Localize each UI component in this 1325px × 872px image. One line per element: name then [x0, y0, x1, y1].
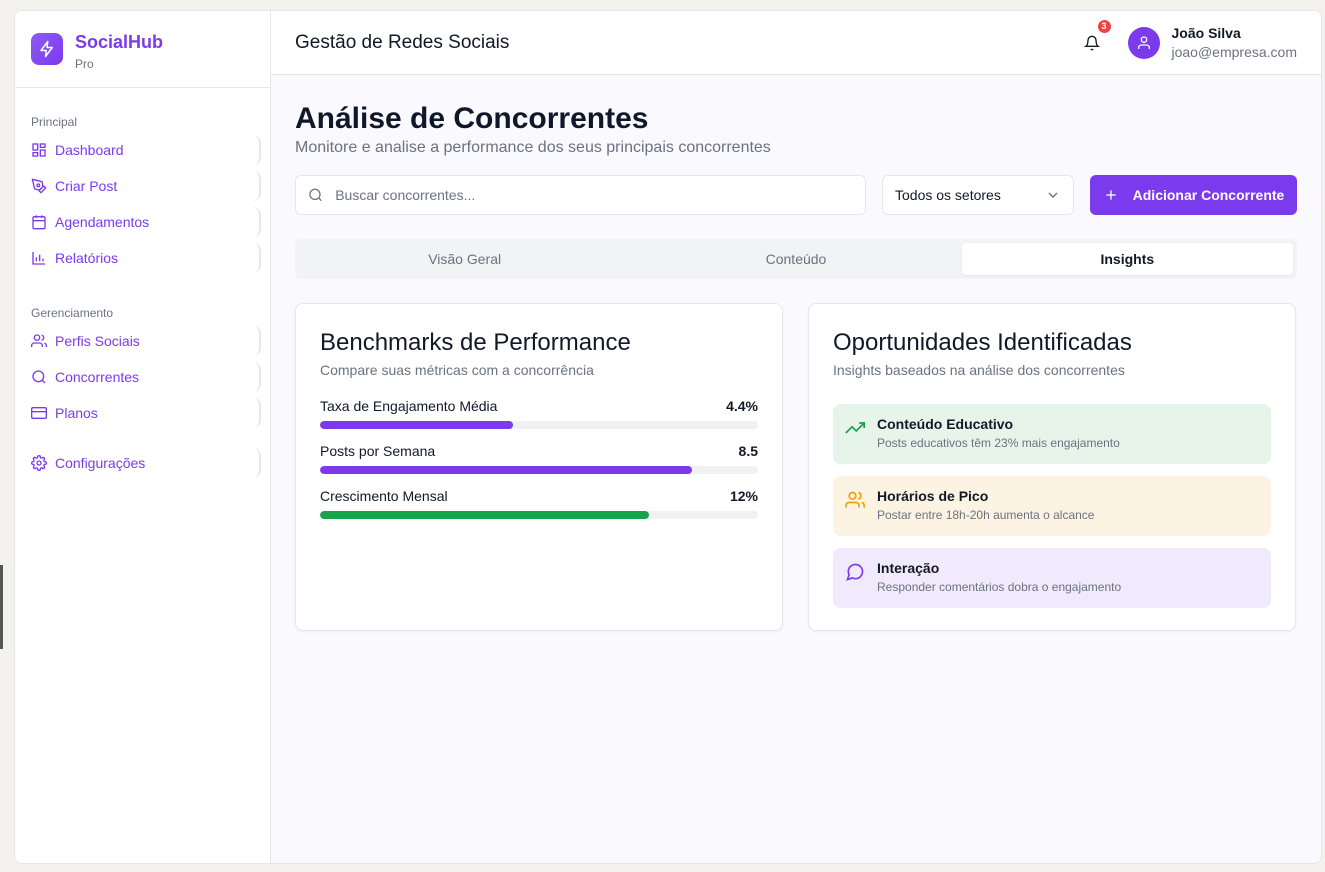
bar-chart-icon — [32, 252, 45, 265]
metric-label: Taxa de Engajamento Média — [320, 398, 498, 414]
window-edge — [0, 565, 3, 649]
nav-group-gerenciamento: Gerenciamento Perfis Sociais Concorrente… — [15, 279, 270, 484]
sidebar-item-dashboard[interactable]: Dashboard — [31, 135, 261, 165]
gear-icon — [31, 455, 47, 471]
sidebar-item-perfis-sociais[interactable]: Perfis Sociais — [31, 326, 261, 356]
insights-cards: Benchmarks de Performance Compare suas m… — [295, 303, 1297, 631]
metric-value: 12% — [729, 488, 758, 504]
metric-label: Posts por Semana — [320, 443, 436, 459]
notifications-button[interactable]: 3 — [1082, 19, 1111, 53]
search-input[interactable] — [335, 187, 853, 203]
credit-card-icon — [31, 407, 47, 419]
metric-engagement: Taxa de Engajamento Média 4.4% — [320, 398, 758, 429]
metric-monthly-growth: Crescimento Mensal 12% — [320, 488, 758, 519]
add-competitor-button[interactable]: Adicionar Concorrente — [1090, 175, 1297, 215]
tab-list: Visão Geral Conteúdo Insights — [295, 239, 1297, 279]
brand[interactable]: SocialHub Pro — [15, 11, 270, 88]
opportunities-card: Oportunidades Identificadas Insights bas… — [808, 303, 1296, 631]
opportunity-desc: Posts educativos têm 23% mais engajament… — [877, 436, 1120, 450]
progress-track — [320, 421, 758, 429]
opportunity-title: Conteúdo Educativo — [877, 416, 1014, 432]
top-header: Gestão de Redes Sociais 3 João Silva joa… — [271, 11, 1321, 75]
user-name: João Silva — [1171, 25, 1241, 41]
main-area: Gestão de Redes Sociais 3 João Silva joa… — [271, 11, 1321, 863]
trending-up-icon — [845, 422, 865, 434]
tab-conteudo[interactable]: Conteúdo — [765, 251, 827, 267]
sector-select[interactable]: Todos os setores — [882, 175, 1074, 215]
nav-group-principal: Principal Dashboard Criar Post Agendamen… — [15, 88, 270, 279]
opportunity-item: Interação Responder comentários dobra o … — [833, 548, 1271, 608]
pen-icon — [31, 178, 47, 194]
opportunity-title: Interação — [877, 560, 940, 576]
sidebar-item-label: Configurações — [55, 455, 146, 471]
sidebar-item-label: Planos — [55, 405, 98, 421]
users-icon — [845, 491, 865, 508]
search-icon — [309, 188, 322, 202]
nav-group-label: Principal — [31, 115, 78, 129]
sidebar-item-relatorios[interactable]: Relatórios — [31, 243, 261, 273]
opportunity-item: Horários de Pico Postar entre 18h-20h au… — [833, 476, 1271, 536]
opportunity-desc: Responder comentários dobra o engajament… — [877, 580, 1122, 594]
sidebar: SocialHub Pro Principal Dashboard Criar … — [15, 11, 271, 863]
opportunity-desc: Postar entre 18h-20h aumenta o alcance — [877, 508, 1095, 522]
search-icon — [32, 370, 46, 384]
opportunity-title: Horários de Pico — [877, 488, 989, 504]
sidebar-item-label: Agendamentos — [55, 214, 150, 230]
avatar[interactable] — [1127, 26, 1160, 59]
progress-fill — [320, 466, 693, 474]
user-info[interactable]: João Silva joao@empresa.com — [1172, 25, 1298, 60]
opportunities-list: Conteúdo Educativo Posts educativos têm … — [833, 404, 1271, 608]
sidebar-item-configuracoes[interactable]: Configurações — [31, 448, 261, 478]
benchmarks-card: Benchmarks de Performance Compare suas m… — [295, 303, 783, 631]
notification-badge: 3 — [1097, 19, 1111, 33]
lightning-icon — [31, 33, 63, 65]
card-title: Benchmarks de Performance — [320, 329, 631, 356]
tab-visao-geral[interactable]: Visão Geral — [428, 251, 502, 267]
page-subtitle: Monitore e analise a performance dos seu… — [295, 139, 771, 156]
sidebar-item-planos[interactable]: Planos — [31, 398, 261, 428]
sector-select-value: Todos os setores — [895, 187, 1001, 203]
message-circle-icon — [846, 563, 864, 581]
sidebar-item-label: Relatórios — [55, 250, 119, 266]
progress-track — [320, 466, 758, 474]
users-icon — [31, 334, 47, 347]
brand-plan: Pro — [75, 57, 94, 71]
sidebar-item-label: Dashboard — [55, 142, 124, 158]
dashboard-icon — [32, 143, 46, 157]
brand-name: SocialHub — [75, 32, 164, 52]
add-competitor-label: Adicionar Concorrente — [1132, 187, 1285, 203]
progress-track — [320, 511, 758, 519]
sidebar-item-label: Concorrentes — [55, 369, 140, 385]
tab-insights[interactable]: Insights — [961, 243, 1293, 275]
card-title: Oportunidades Identificadas — [833, 329, 1132, 356]
search-box — [295, 175, 866, 215]
plus-icon — [1105, 190, 1116, 200]
progress-fill — [320, 421, 513, 429]
page-content: Análise de Concorrentes Monitore e anali… — [271, 75, 1321, 631]
sidebar-item-agendamentos[interactable]: Agendamentos — [31, 207, 261, 237]
chevron-down-icon — [1048, 192, 1058, 198]
page-title: Análise de Concorrentes — [295, 102, 649, 135]
app-window: SocialHub Pro Principal Dashboard Criar … — [14, 10, 1322, 864]
sidebar-item-concorrentes[interactable]: Concorrentes — [31, 362, 261, 392]
bell-icon — [1083, 35, 1100, 50]
toolbar: Todos os setores Adicionar Concorrente — [295, 175, 1297, 215]
user-email: joao@empresa.com — [1171, 44, 1298, 60]
metric-label: Crescimento Mensal — [320, 488, 448, 504]
card-subtitle: Compare suas métricas com a concorrência — [320, 362, 594, 378]
metric-value: 8.5 — [738, 443, 758, 459]
calendar-icon — [32, 215, 46, 230]
header-title: Gestão de Redes Sociais — [295, 31, 510, 53]
opportunity-item: Conteúdo Educativo Posts educativos têm … — [833, 404, 1271, 464]
sidebar-item-label: Criar Post — [55, 178, 118, 194]
metrics-list: Taxa de Engajamento Média 4.4% Posts por… — [320, 398, 758, 519]
user-icon — [1137, 35, 1150, 49]
sidebar-item-criar-post[interactable]: Criar Post — [31, 171, 261, 201]
progress-fill — [320, 511, 649, 519]
metric-value: 4.4% — [726, 398, 758, 414]
sidebar-item-label: Perfis Sociais — [55, 333, 140, 349]
nav-group-label: Gerenciamento — [31, 306, 114, 320]
metric-posts-week: Posts por Semana 8.5 — [320, 443, 758, 474]
card-subtitle: Insights baseados na análise dos concorr… — [833, 362, 1125, 378]
